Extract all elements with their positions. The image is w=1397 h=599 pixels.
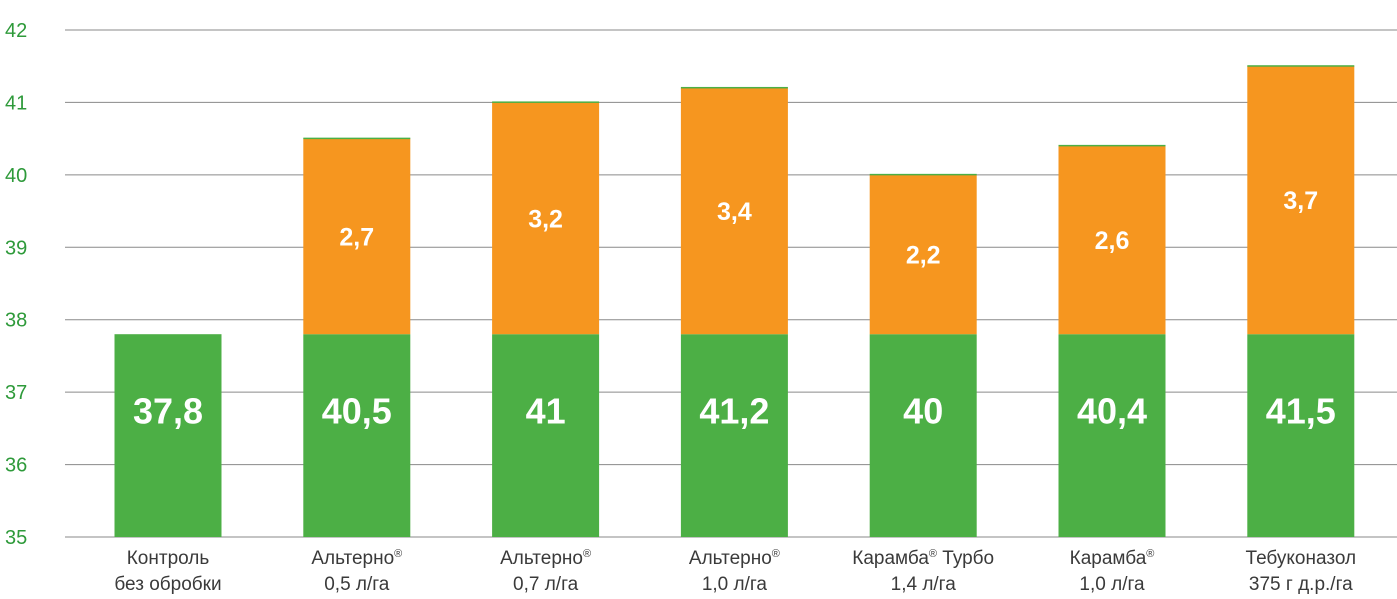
x-category-label: Карамба® Турбо xyxy=(852,548,994,569)
bar-base-segment xyxy=(680,334,788,537)
y-tick-label: 35 xyxy=(5,527,27,549)
x-category-label: Альтерно® xyxy=(311,548,402,569)
x-category-label: Контроль xyxy=(127,548,210,569)
data-labels: 37,8 2,7 40,5 3,2 41 3,4 41,2 2,2 40 2,6 40,4 3,7 41… xyxy=(133,187,1336,431)
bar-base-segment xyxy=(869,334,977,537)
y-tick-label: 39 xyxy=(5,237,27,259)
bar-top-edge xyxy=(1058,144,1166,147)
bar-increase-segment xyxy=(680,87,788,335)
x-category-sublabel: 1,4 л/га xyxy=(891,574,957,595)
total-value-label: 41,2 xyxy=(699,390,769,431)
increase-value-label: 3,4 xyxy=(717,198,752,226)
increase-value-label: 3,2 xyxy=(528,205,563,233)
bar-increase-segment xyxy=(1058,145,1166,335)
x-category-sublabel: 1,0 л/га xyxy=(1079,574,1145,595)
x-category-sublabel: 0,7 л/га xyxy=(513,574,579,595)
increase-value-label: 3,7 xyxy=(1283,187,1318,215)
total-value-label: 41 xyxy=(526,390,566,431)
bar-base-segment xyxy=(114,334,222,537)
x-category-label: Карамба® xyxy=(1070,548,1155,569)
y-tick-label: 36 xyxy=(5,455,27,477)
bar-increase-segment xyxy=(492,102,600,335)
bar-increase-segment xyxy=(1247,66,1355,335)
bar-top-edge xyxy=(303,137,411,140)
x-category-sublabel: 375 г д.р./га xyxy=(1249,574,1353,595)
bar-top-edge xyxy=(492,101,600,103)
total-value-label: 41,5 xyxy=(1266,390,1336,431)
bar-base-segment xyxy=(303,334,411,537)
bar-top-edge xyxy=(1247,65,1355,67)
total-value-label: 40 xyxy=(903,390,943,431)
y-tick-label: 37 xyxy=(5,382,27,404)
increase-value-label: 2,2 xyxy=(906,242,941,270)
bars xyxy=(114,65,1355,537)
x-category-sublabel: 1,0 л/га xyxy=(702,574,768,595)
x-category-label: Тебуконазол xyxy=(1246,548,1357,569)
x-category-label: Альтерно® xyxy=(500,548,591,569)
total-value-label: 40,4 xyxy=(1077,390,1147,431)
bar-top-edge xyxy=(869,173,977,176)
increase-value-label: 2,7 xyxy=(339,223,374,251)
bar-base-segment xyxy=(492,334,600,537)
bar-base-segment xyxy=(1247,334,1355,537)
x-category-sublabel: 0,5 л/га xyxy=(324,574,390,595)
total-value-label: 40,5 xyxy=(322,390,392,431)
y-tick-label: 41 xyxy=(5,92,27,114)
y-tick-label: 38 xyxy=(5,310,27,332)
bar-increase-segment xyxy=(869,174,977,335)
increase-value-label: 2,6 xyxy=(1095,227,1130,255)
total-value-label: 37,8 xyxy=(133,390,203,431)
y-tick-label: 42 xyxy=(5,20,27,42)
bar-increase-segment xyxy=(303,138,411,335)
y-axis-ticks: 35 36 37 38 39 40 41 42 xyxy=(5,20,27,549)
y-tick-label: 40 xyxy=(5,165,27,187)
bar-top-edge xyxy=(680,86,788,89)
x-axis-labels: Контроль без обробки Альтерно® 0,5 л/га Альт… xyxy=(114,548,1356,595)
bar-base-segment xyxy=(1058,334,1166,537)
x-category-label: Альтерно® xyxy=(689,548,780,569)
x-category-sublabel: без обробки xyxy=(114,574,221,595)
